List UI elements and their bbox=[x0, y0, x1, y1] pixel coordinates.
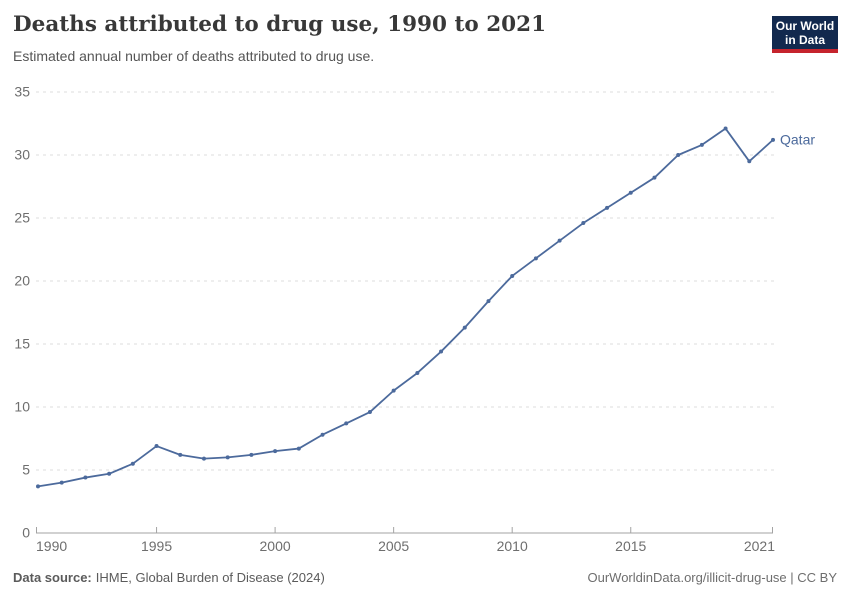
x-axis-tick-label: 2000 bbox=[260, 538, 291, 554]
data-point-marker[interactable] bbox=[59, 480, 64, 485]
data-point-marker[interactable] bbox=[225, 455, 230, 460]
owid-logo-line1: Our World bbox=[775, 19, 835, 33]
license-credit[interactable]: OurWorldinData.org/illicit-drug-use | CC… bbox=[587, 570, 838, 585]
data-point-marker[interactable] bbox=[439, 349, 444, 354]
data-point-marker[interactable] bbox=[249, 452, 254, 457]
data-point-marker[interactable] bbox=[391, 388, 396, 393]
data-point-marker[interactable] bbox=[462, 325, 467, 330]
data-point-marker[interactable] bbox=[771, 137, 775, 142]
data-point-marker[interactable] bbox=[699, 142, 704, 147]
x-axis-tick-label: 2021 bbox=[744, 538, 775, 554]
x-axis-tick-label: 2010 bbox=[497, 538, 528, 554]
y-axis-tick-label: 10 bbox=[14, 399, 30, 415]
y-axis-tick-label: 5 bbox=[22, 462, 30, 478]
data-point-marker[interactable] bbox=[178, 452, 183, 457]
data-source-label: Data source: bbox=[13, 570, 92, 585]
owid-logo-line2: in Data bbox=[784, 33, 825, 47]
y-axis-tick-label: 0 bbox=[22, 525, 30, 541]
x-axis-tick-label: 2005 bbox=[378, 538, 409, 554]
data-point-marker[interactable] bbox=[676, 153, 681, 157]
data-point-marker[interactable] bbox=[130, 461, 135, 466]
y-axis-tick-label: 25 bbox=[14, 210, 30, 226]
data-point-marker[interactable] bbox=[652, 175, 657, 180]
data-point-marker[interactable] bbox=[747, 159, 752, 164]
data-point-marker[interactable] bbox=[154, 444, 159, 449]
data-point-marker[interactable] bbox=[320, 432, 325, 437]
y-axis-tick-label: 30 bbox=[14, 147, 30, 163]
data-point-marker[interactable] bbox=[415, 370, 420, 375]
data-point-marker[interactable] bbox=[83, 475, 88, 480]
data-point-marker[interactable] bbox=[486, 299, 491, 304]
data-source-value: IHME, Global Burden of Disease (2024) bbox=[95, 570, 325, 585]
x-axis-tick-label: 1995 bbox=[141, 538, 172, 554]
data-point-marker[interactable] bbox=[557, 238, 562, 243]
data-point-marker[interactable] bbox=[510, 273, 515, 278]
data-point-marker[interactable] bbox=[605, 205, 610, 210]
data-point-marker[interactable] bbox=[107, 471, 112, 476]
data-point-marker[interactable] bbox=[367, 410, 372, 415]
y-axis-tick-label: 20 bbox=[14, 273, 30, 289]
data-point-marker[interactable] bbox=[344, 421, 349, 426]
chart-subtitle: Estimated annual number of deaths attrib… bbox=[13, 48, 375, 64]
page-title: Deaths attributed to drug use, 1990 to 2… bbox=[13, 12, 547, 37]
chart-footer: Data source: IHME, Global Burden of Disea… bbox=[13, 570, 837, 585]
data-point-marker[interactable] bbox=[273, 449, 278, 454]
data-point-marker[interactable] bbox=[36, 484, 40, 489]
series-entity-label[interactable]: Qatar bbox=[780, 131, 815, 147]
data-point-marker[interactable] bbox=[296, 446, 301, 451]
data-point-marker[interactable] bbox=[581, 221, 586, 226]
data-source: Data source: IHME, Global Burden of Disea… bbox=[13, 570, 325, 585]
data-point-marker[interactable] bbox=[533, 256, 538, 261]
data-point-marker[interactable] bbox=[201, 456, 206, 461]
x-axis-tick-label: 1990 bbox=[36, 538, 67, 554]
line-series[interactable] bbox=[37, 127, 774, 488]
x-axis-tick-label: 2015 bbox=[615, 538, 646, 554]
data-point-marker[interactable] bbox=[723, 126, 728, 131]
data-point-marker[interactable] bbox=[628, 190, 633, 195]
owid-logo[interactable]: Our World in Data bbox=[772, 16, 838, 53]
y-axis-tick-label: 35 bbox=[14, 84, 30, 100]
y-axis-tick-label: 15 bbox=[14, 336, 30, 352]
